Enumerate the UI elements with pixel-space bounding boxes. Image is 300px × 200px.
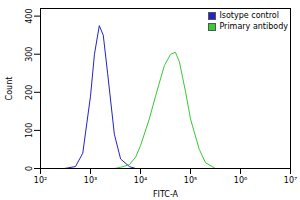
svg-text:10⁷: 10⁷ [284, 176, 297, 185]
svg-text:Count: Count [5, 77, 14, 101]
svg-text:0: 0 [25, 166, 34, 171]
svg-text:300: 300 [25, 47, 34, 62]
svg-text:10⁴: 10⁴ [134, 176, 147, 185]
svg-text:400: 400 [25, 8, 34, 23]
html-text:Isotype control: Isotype control [219, 11, 279, 20]
svg-text:FITC-A: FITC-A [153, 190, 179, 199]
svg-text:10⁵: 10⁵ [184, 176, 197, 185]
svg-text:10²: 10² [34, 176, 47, 185]
svg-text:100: 100 [25, 123, 34, 138]
html-text:Primary antibody: Primary antibody [219, 22, 288, 31]
svg-text:10³: 10³ [84, 176, 97, 185]
svg-text:10⁶: 10⁶ [234, 176, 247, 185]
svg-text:200: 200 [25, 85, 34, 100]
